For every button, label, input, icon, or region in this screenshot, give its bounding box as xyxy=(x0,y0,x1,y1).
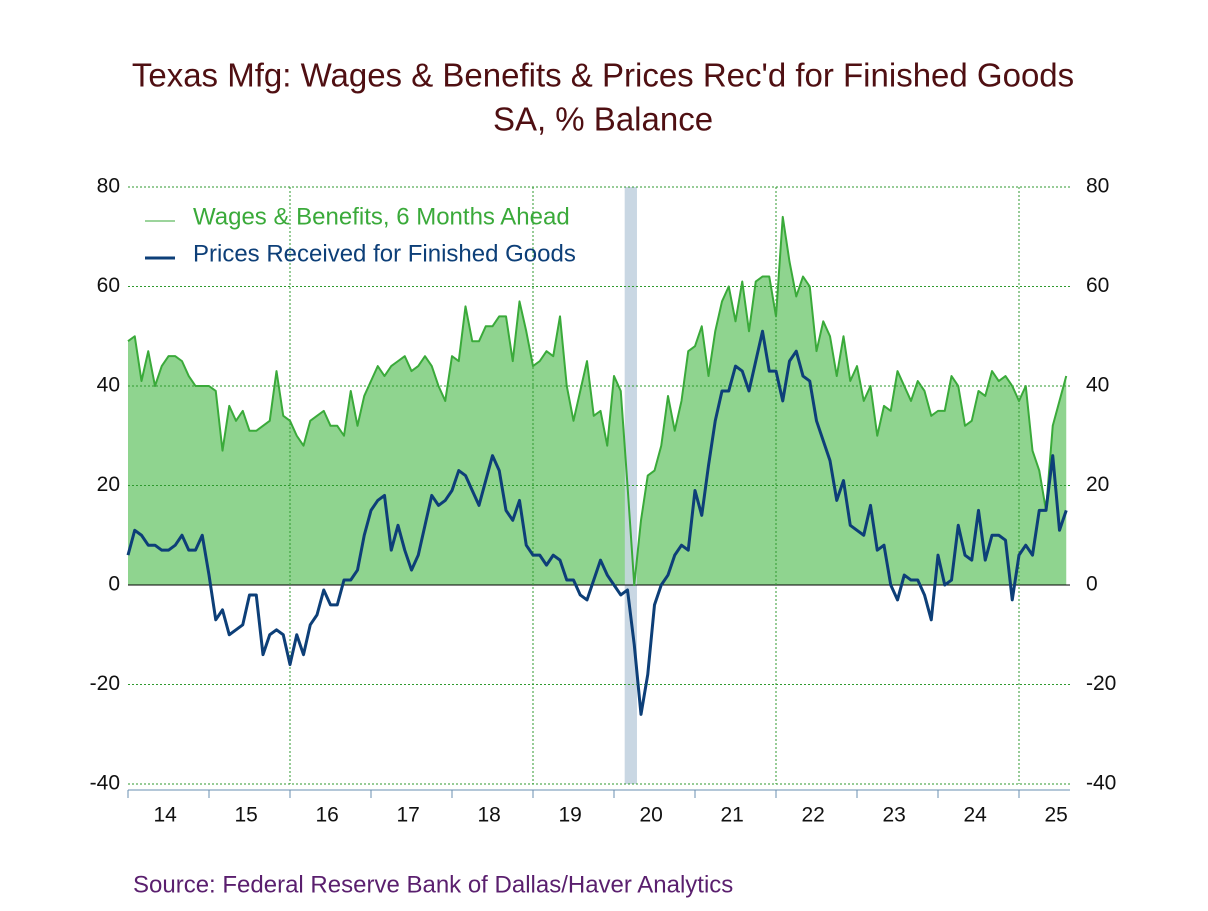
x-tick-label: 18 xyxy=(477,804,500,827)
y2-tick-label: -40 xyxy=(1086,772,1116,795)
y2-tick-label: 80 xyxy=(1086,175,1109,198)
y2-tick-label: 0 xyxy=(1086,573,1098,596)
x-tick-label: 20 xyxy=(639,804,662,827)
y2-tick-label: 20 xyxy=(1086,473,1109,496)
area-fill xyxy=(128,216,1067,585)
x-tick-label: 19 xyxy=(558,804,581,827)
series-line xyxy=(127,215,1068,586)
y-tick-label: 40 xyxy=(97,374,120,397)
chart-subtitle: SA, % Balance xyxy=(493,101,713,138)
series-line xyxy=(126,329,1068,716)
y2-tick-label: 40 xyxy=(1086,374,1109,397)
y-tick-label: -40 xyxy=(90,772,120,795)
x-tick-label: 21 xyxy=(720,804,743,827)
x-tick-label: 16 xyxy=(315,804,338,827)
y2-tick-label: -20 xyxy=(1086,672,1116,695)
legend-label: Wages & Benefits, 6 Months Ahead xyxy=(193,203,570,230)
y-tick-label: 0 xyxy=(108,573,120,596)
x-tick-label: 22 xyxy=(801,804,824,827)
y-tick-label: 60 xyxy=(97,274,120,297)
legend-label: Prices Received for Finished Goods xyxy=(193,240,576,267)
x-tick-label: 24 xyxy=(963,804,987,827)
y-tick-label: 80 xyxy=(97,175,120,198)
x-tick-label: 15 xyxy=(234,804,257,827)
source-note: Source: Federal Reserve Bank of Dallas/H… xyxy=(133,871,733,898)
chart-title: Texas Mfg: Wages & Benefits & Prices Rec… xyxy=(132,57,1074,94)
x-tick-label: 17 xyxy=(396,804,419,827)
y-tick-label: 20 xyxy=(97,473,120,496)
x-tick-label: 23 xyxy=(882,804,905,827)
x-tick-label: 14 xyxy=(153,804,177,827)
x-tick-label: 25 xyxy=(1044,804,1067,827)
y-tick-label: -20 xyxy=(90,672,120,695)
y2-tick-label: 60 xyxy=(1086,274,1109,297)
